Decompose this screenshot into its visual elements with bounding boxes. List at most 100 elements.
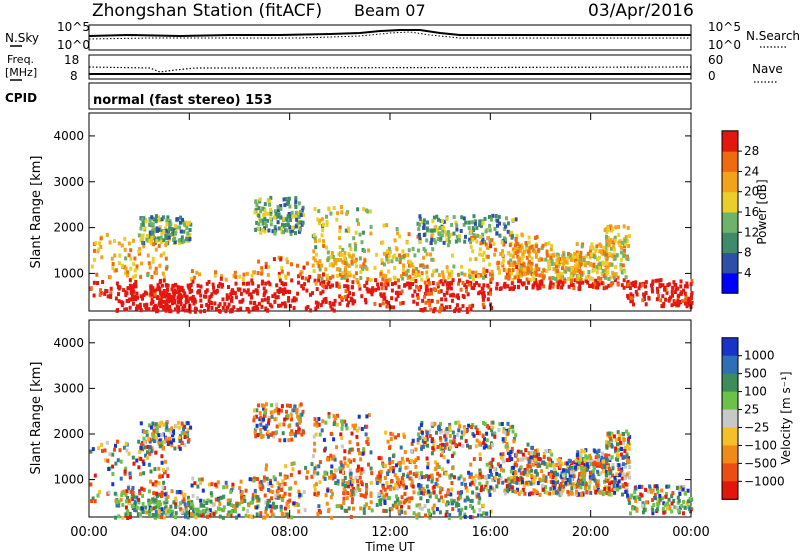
echo-cell	[260, 298, 264, 303]
echo-cell	[685, 281, 689, 286]
echo-cell	[585, 490, 589, 495]
echo-cell	[362, 207, 366, 212]
echo-cell	[527, 269, 531, 274]
noise-tick-low-left: 10^0	[57, 38, 90, 52]
echo-cell	[583, 463, 587, 468]
echo-cell	[321, 228, 325, 233]
echo-cell	[381, 301, 385, 306]
echo-cell	[609, 275, 613, 280]
echo-cell	[488, 228, 492, 233]
echo-cell	[417, 232, 421, 237]
echo-cell	[142, 471, 146, 476]
echo-cell	[616, 457, 620, 462]
echo-cell	[496, 265, 500, 270]
echo-cell	[628, 475, 631, 480]
echo-cell	[644, 487, 648, 492]
echo-cell	[151, 222, 154, 227]
echo-cell	[340, 505, 344, 510]
echo-cell	[97, 247, 101, 252]
echo-cell	[122, 445, 126, 450]
echo-cell	[548, 457, 552, 462]
echo-cell	[603, 479, 607, 484]
echo-cell	[578, 280, 581, 285]
echo-cell	[412, 299, 416, 304]
echo-cell	[548, 276, 552, 281]
echo-cell	[254, 414, 258, 419]
echo-cell	[497, 260, 501, 265]
echo-cell	[129, 266, 133, 271]
x-tick-label: 04:00	[171, 525, 208, 540]
echo-cell	[446, 490, 450, 495]
echo-cell	[681, 487, 685, 492]
echo-cell	[168, 233, 172, 237]
echo-cell	[596, 487, 600, 492]
echo-cell	[604, 453, 608, 458]
echo-cell	[476, 274, 480, 279]
echo-cell	[422, 222, 426, 227]
echo-cell	[514, 461, 518, 465]
x-tick-label: 00:00	[672, 525, 709, 540]
echo-cell	[595, 244, 599, 249]
echo-cell	[658, 284, 662, 289]
echo-cell	[379, 273, 383, 278]
echo-cell	[391, 432, 395, 437]
echo-cell	[313, 487, 317, 492]
echo-cell	[458, 307, 462, 312]
echo-cell	[266, 308, 270, 313]
echo-cell	[616, 442, 619, 447]
echo-cell	[307, 278, 310, 283]
echo-cell	[292, 461, 296, 466]
echo-cell	[449, 293, 453, 298]
echo-cell	[180, 421, 184, 426]
echo-cell	[174, 515, 177, 520]
echo-cell	[506, 451, 510, 455]
echo-cell	[190, 288, 194, 293]
echo-cell	[374, 278, 378, 283]
echo-cell	[125, 448, 129, 453]
echo-cell	[420, 271, 424, 276]
echo-cell	[387, 300, 391, 305]
echo-cell	[436, 284, 440, 289]
echo-cell	[179, 285, 183, 290]
echo-cell	[272, 475, 276, 480]
echo-cell	[421, 435, 424, 440]
echo-cell	[481, 297, 485, 302]
echo-cell	[398, 234, 402, 239]
echo-cell	[444, 493, 448, 498]
echo-cell	[204, 289, 208, 294]
echo-cell	[148, 439, 152, 444]
echo-cell	[456, 433, 460, 437]
echo-cell	[542, 284, 546, 289]
echo-cell	[257, 259, 261, 264]
freq-label-line1: Freq.	[7, 53, 34, 66]
echo-cell	[121, 502, 125, 507]
echo-cell	[570, 486, 574, 491]
echo-cell	[394, 290, 398, 295]
echo-cell	[242, 272, 246, 277]
echo-cell	[248, 514, 252, 519]
echo-cell	[232, 504, 236, 509]
echo-cell	[510, 446, 514, 451]
echo-cell	[569, 268, 573, 273]
echo-cell	[103, 291, 107, 296]
echo-cell	[440, 442, 444, 447]
echo-cell	[621, 263, 625, 268]
echo-cell	[324, 267, 328, 272]
echo-cell	[175, 217, 179, 222]
echo-cell	[158, 300, 161, 305]
echo-cell	[259, 209, 263, 214]
echo-cell	[386, 278, 390, 283]
echo-cell	[141, 296, 144, 301]
echo-cell	[413, 253, 417, 258]
echo-cell	[89, 449, 93, 454]
echo-cell	[297, 470, 301, 475]
echo-cell	[393, 266, 397, 270]
echo-cell	[540, 469, 543, 474]
echo-cell	[313, 422, 317, 427]
echo-cell	[182, 229, 186, 234]
echo-cell	[557, 280, 561, 285]
echo-cell	[606, 458, 609, 463]
echo-cell	[662, 501, 666, 506]
echo-cell	[295, 217, 299, 222]
